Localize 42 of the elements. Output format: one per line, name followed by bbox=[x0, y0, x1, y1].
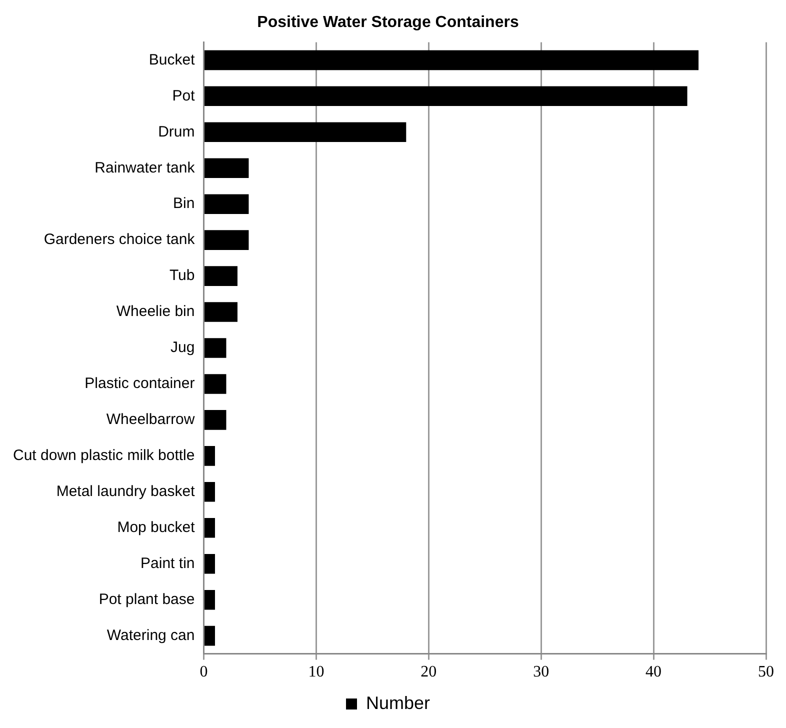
y-tick-label: Mop bucket bbox=[117, 519, 196, 536]
bar bbox=[204, 338, 226, 358]
y-tick-label: Jug bbox=[170, 339, 195, 356]
y-tick-label: Pot plant base bbox=[98, 590, 195, 608]
y-tick-label: Metal laundry basket bbox=[56, 483, 196, 500]
y-tick-label: Bucket bbox=[148, 51, 196, 68]
bar bbox=[204, 302, 238, 322]
y-tick-label: Watering can bbox=[106, 626, 195, 644]
bar bbox=[204, 194, 249, 214]
bar bbox=[204, 518, 215, 538]
bar bbox=[204, 50, 699, 70]
bar bbox=[204, 482, 215, 502]
bar bbox=[204, 374, 226, 394]
x-tick-label: 50 bbox=[758, 664, 774, 681]
y-tick-label: Pot bbox=[172, 87, 196, 104]
bar bbox=[204, 446, 215, 466]
bar bbox=[204, 626, 215, 646]
x-tick-label: 0 bbox=[200, 664, 208, 681]
bar bbox=[204, 410, 226, 430]
x-tick-label: 10 bbox=[308, 664, 324, 681]
y-tick-label: Plastic container bbox=[84, 375, 195, 392]
x-tick-label: 40 bbox=[646, 664, 662, 681]
legend-label: Number bbox=[366, 692, 430, 713]
y-tick-label: Gardeners choice tank bbox=[44, 231, 196, 248]
bar bbox=[204, 554, 215, 574]
y-tick-label: Tub bbox=[169, 267, 195, 284]
y-tick-label: Wheelie bin bbox=[116, 303, 195, 320]
x-tick-label: 20 bbox=[420, 664, 437, 681]
bar bbox=[204, 266, 238, 286]
bar bbox=[204, 590, 215, 610]
bar bbox=[204, 230, 249, 250]
y-tick-label: Wheelbarrow bbox=[106, 411, 195, 428]
y-tick-label: Bin bbox=[173, 195, 195, 212]
y-tick-label: Paint tin bbox=[140, 555, 195, 572]
y-tick-label: Drum bbox=[158, 123, 195, 140]
bar bbox=[204, 86, 688, 106]
bar bbox=[204, 158, 249, 178]
y-tick-label: Rainwater tank bbox=[94, 159, 196, 176]
bar bbox=[204, 122, 406, 142]
y-tick-label: Cut down plastic milk bottle bbox=[12, 447, 195, 464]
x-tick-label: 30 bbox=[533, 664, 550, 681]
chart-title: Positive Water Storage Containers bbox=[257, 14, 519, 32]
